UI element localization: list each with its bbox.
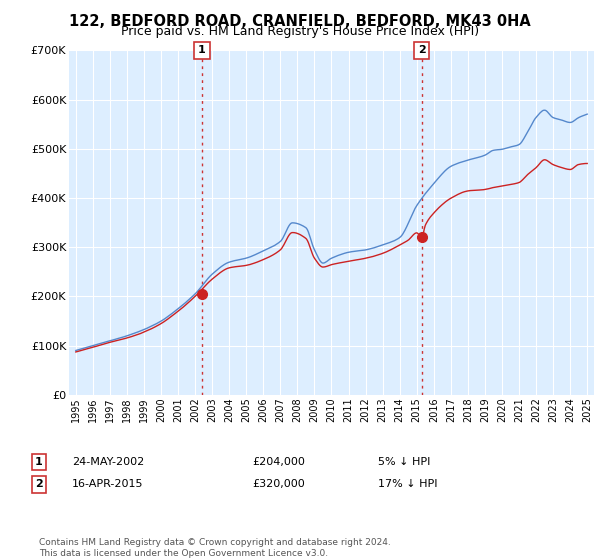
Text: £204,000: £204,000 [252,457,305,467]
Text: 5% ↓ HPI: 5% ↓ HPI [378,457,430,467]
Text: 24-MAY-2002: 24-MAY-2002 [72,457,144,467]
Text: £320,000: £320,000 [252,479,305,489]
Text: 17% ↓ HPI: 17% ↓ HPI [378,479,437,489]
Text: Contains HM Land Registry data © Crown copyright and database right 2024.
This d: Contains HM Land Registry data © Crown c… [39,538,391,558]
Text: 1: 1 [198,45,206,55]
Text: 2: 2 [35,479,43,489]
Text: 2: 2 [418,45,425,55]
Text: 122, BEDFORD ROAD, CRANFIELD, BEDFORD, MK43 0HA: 122, BEDFORD ROAD, CRANFIELD, BEDFORD, M… [69,14,531,29]
Text: 16-APR-2015: 16-APR-2015 [72,479,143,489]
Text: 1: 1 [35,457,43,467]
Text: Price paid vs. HM Land Registry's House Price Index (HPI): Price paid vs. HM Land Registry's House … [121,25,479,38]
